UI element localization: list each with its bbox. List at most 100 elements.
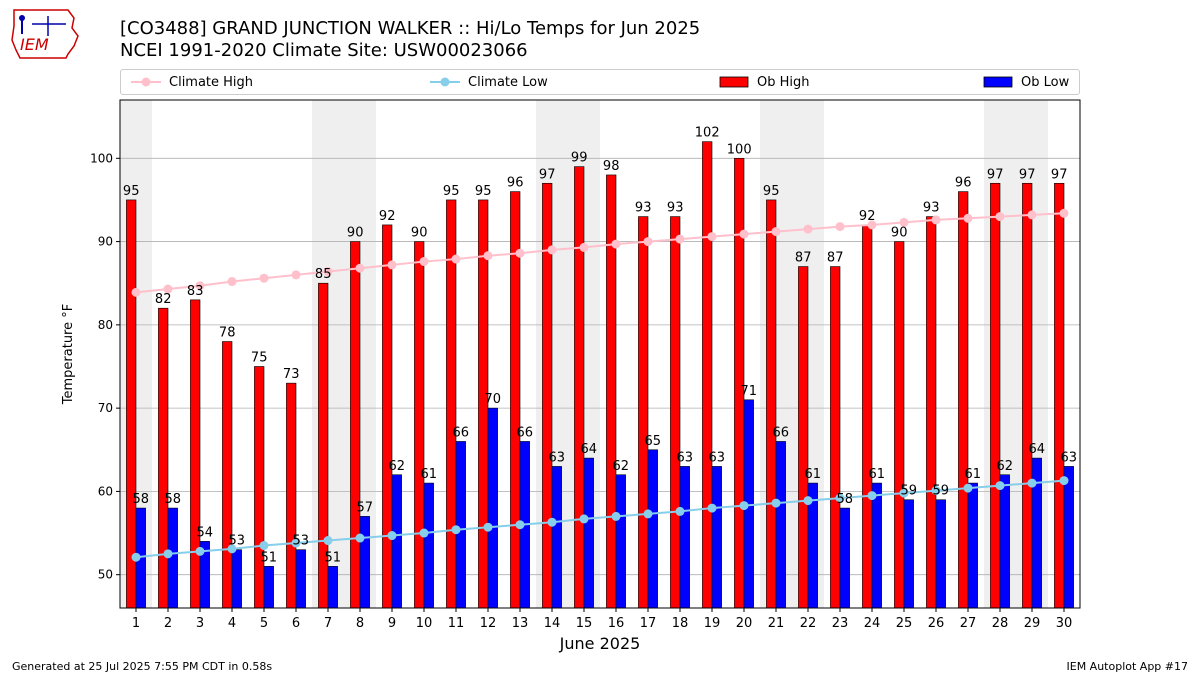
climate-low-point <box>899 488 909 498</box>
ob-low-bar <box>487 407 498 609</box>
ob-high-bar <box>926 216 937 609</box>
x-tick-label: 7 <box>324 616 332 631</box>
climate-high-point <box>163 284 173 294</box>
ob-low-bar <box>679 466 690 609</box>
climate-low-point <box>419 528 429 538</box>
ob-low-label: 66 <box>773 425 790 440</box>
x-tick-label: 14 <box>544 616 561 631</box>
x-tick-label: 5 <box>260 616 268 631</box>
ob-low-bar <box>807 482 818 609</box>
grid-lines <box>120 157 1080 576</box>
climate-high-point <box>387 260 397 270</box>
ob-high-bar <box>670 216 681 609</box>
climate-high-point <box>515 248 525 258</box>
climate-low-point <box>707 503 717 513</box>
weekend-band <box>760 100 792 608</box>
x-tick-label: 18 <box>672 616 689 631</box>
weekend-band <box>792 100 824 608</box>
climate-low-point <box>579 514 589 524</box>
x-tick-label: 24 <box>864 616 881 631</box>
ob-low-label: 66 <box>453 425 470 440</box>
ob-low-label: 65 <box>645 434 662 449</box>
ob-low-bar <box>743 399 754 609</box>
ob-low-label: 66 <box>517 425 534 440</box>
ob-low-bar <box>615 474 626 609</box>
climate-high-point <box>867 220 877 230</box>
ob-low-bar <box>551 466 562 609</box>
y-tick-label: 60 <box>98 484 113 498</box>
ob-low-swatch-icon <box>983 76 1013 88</box>
climate-high-point <box>963 213 973 223</box>
climate-low-point <box>835 493 845 503</box>
climate-high-point <box>899 217 909 227</box>
climate-low-line <box>135 479 1065 559</box>
ob-high-label: 85 <box>315 267 332 282</box>
climate-high-point <box>707 232 717 242</box>
x-tick-label: 28 <box>992 616 1009 631</box>
iem-logo: IEM <box>11 9 79 59</box>
climate-high-point <box>1059 208 1069 218</box>
climate-low-point <box>227 544 237 554</box>
ob-low-bar <box>327 566 338 609</box>
climate-high-point <box>771 227 781 237</box>
ob-low-label: 58 <box>837 492 854 507</box>
ob-high-bar <box>318 282 329 609</box>
climate-low-point <box>547 517 557 527</box>
ob-high-bar <box>542 182 553 609</box>
ob-high-label: 95 <box>123 184 140 199</box>
data-labels: 95 58 82 58 83 54 78 53 75 51 73 53 85 51 90 57 92 62 90 61… <box>123 126 1077 566</box>
ob-high-label: 102 <box>695 126 720 141</box>
ob-low-bar <box>647 449 658 609</box>
ob-low-bar <box>423 482 434 609</box>
app-credit: IEM Autoplot App #17 <box>1066 660 1189 673</box>
ob-high-bar <box>990 182 1001 609</box>
climate-low-point <box>995 481 1005 491</box>
x-axis-label: June 2025 <box>559 634 641 653</box>
ob-high-bar <box>798 266 809 609</box>
ob-low-label: 64 <box>1029 442 1046 457</box>
x-tick-label: 19 <box>704 616 721 631</box>
climate-high-point <box>675 234 685 244</box>
ob-low-label: 71 <box>741 384 758 399</box>
climate-low-point <box>803 496 813 506</box>
ob-low-label: 53 <box>229 534 246 549</box>
ob-high-bar <box>894 241 905 609</box>
ob-high-bar <box>1022 182 1033 609</box>
ob-low-bar <box>935 499 946 609</box>
climate-high-point <box>611 239 621 249</box>
y-axis-label: Temperature °F <box>61 304 76 405</box>
climate-low-point <box>611 511 621 521</box>
ob-low-label: 59 <box>901 484 918 499</box>
ob-high-bar <box>350 241 361 609</box>
ob-low-bar <box>263 566 274 609</box>
ob-high-label: 93 <box>635 201 652 216</box>
ob-low-label: 58 <box>165 492 182 507</box>
ob-high-bar <box>830 266 841 609</box>
ob-low-bar <box>167 507 178 609</box>
ob-low-label: 64 <box>581 442 598 457</box>
ob-high-label: 97 <box>1019 167 1036 182</box>
ob-high-label: 78 <box>219 326 236 341</box>
x-tick-label: 10 <box>416 616 433 631</box>
weekend-band <box>344 100 376 608</box>
chart-subtitle: NCEI 1991-2020 Climate Site: USW00023066 <box>120 40 528 61</box>
climate-low-point <box>195 546 205 556</box>
ob-low-label: 61 <box>421 467 438 482</box>
climate-high-line-icon <box>131 77 161 87</box>
climate-high-point <box>1027 210 1037 220</box>
legend-ob-high: Ob High <box>719 70 810 94</box>
legend-climate-low: Climate Low <box>430 70 548 94</box>
ob-high-label: 82 <box>155 292 172 307</box>
ob-low-label: 62 <box>997 459 1014 474</box>
ob-high-bar <box>958 191 969 609</box>
ob-high-label: 87 <box>827 251 844 266</box>
generated-timestamp: Generated at 25 Jul 2025 7:55 PM CDT in … <box>12 660 273 673</box>
ob-low-bar <box>839 507 850 609</box>
x-tick-label: 21 <box>768 616 785 631</box>
ob-low-label: 62 <box>613 459 630 474</box>
climate-high-point <box>355 263 365 273</box>
ob-high-bar <box>446 199 457 609</box>
weekend-band <box>312 100 344 608</box>
ob-high-label: 73 <box>283 367 300 382</box>
ob-high-label: 97 <box>987 167 1004 182</box>
